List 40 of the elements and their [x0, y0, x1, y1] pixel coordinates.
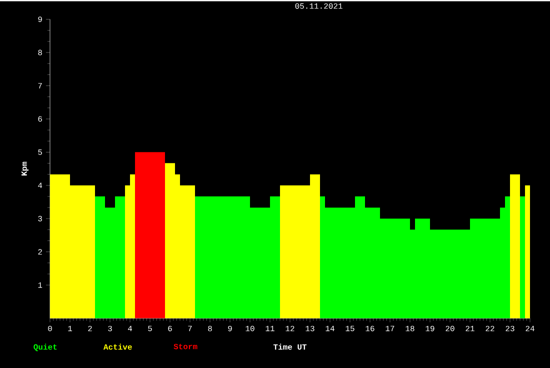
x-tick-label: 23 [506, 326, 514, 332]
text: Storm [174, 344, 198, 350]
x-tick-label: 16 [366, 326, 374, 332]
x-tick-label: 11 [266, 326, 274, 331]
x-tick-label: 17 [386, 326, 394, 331]
text: Quiet [34, 344, 57, 352]
x-tick-label: 10 [246, 326, 254, 332]
x-tick-label: 6 [168, 326, 172, 332]
x-axis-title: Time UT [273, 344, 307, 350]
y-tick-label: 5 [38, 149, 42, 155]
y-tick-label: 8 [38, 50, 42, 56]
x-tick-label: 14 [326, 326, 334, 331]
y-tick-label: 6 [38, 116, 42, 122]
x-tick-label: 8 [208, 326, 212, 332]
x-tick-label: 1 [68, 326, 72, 331]
y-tick-label: 9 [38, 16, 42, 22]
chart-title: 05.11.2021 [295, 3, 342, 9]
x-tick-label: 15 [346, 326, 354, 332]
x-tick-label: 21 [466, 326, 474, 332]
x-tick-label: 22 [486, 326, 494, 332]
x-tick-label: 12 [286, 326, 294, 332]
y-tick-label: 7 [38, 82, 42, 88]
y-tick-label: 3 [38, 216, 42, 222]
x-tick-label: 24 [526, 326, 534, 332]
y-tick-label: 2 [38, 249, 42, 254]
x-tick-label: 2 [88, 326, 92, 332]
x-tick-label: 18 [406, 326, 414, 332]
x-tick-label: 4 [128, 326, 132, 331]
y-axis-title: Kpm [22, 162, 28, 176]
x-tick-label: 3 [108, 326, 112, 332]
x-tick-label: 5 [148, 326, 152, 332]
y-tick-label: 4 [38, 182, 42, 188]
text: Active [103, 344, 132, 350]
x-tick-label: 20 [446, 326, 454, 332]
x-tick-label: 7 [188, 326, 192, 331]
x-tick-label: 19 [426, 326, 434, 332]
x-tick-label: 0 [48, 326, 52, 332]
y-tick-label: 1 [38, 282, 42, 288]
x-tick-label: 9 [228, 326, 232, 332]
x-tick-label: 13 [306, 326, 314, 332]
